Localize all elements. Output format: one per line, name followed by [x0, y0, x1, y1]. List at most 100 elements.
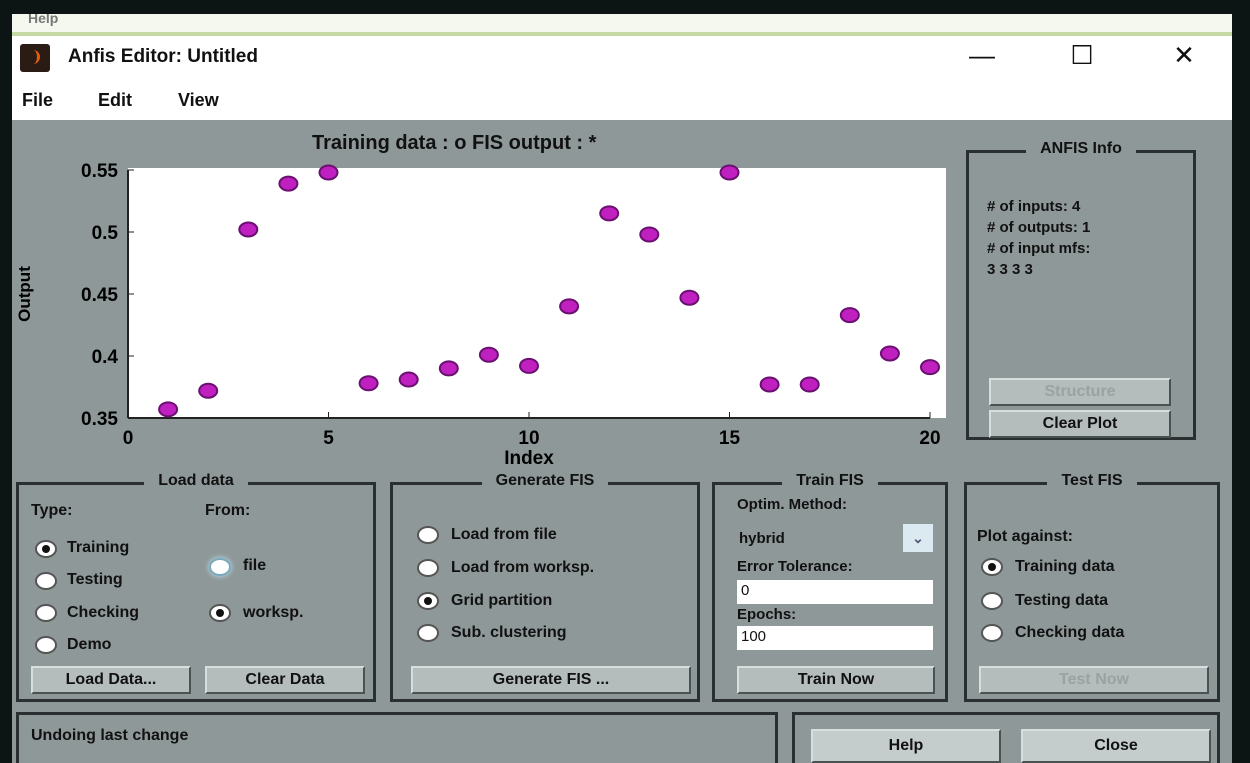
test-fis-panel: Test FIS Plot against: Training data Tes…: [964, 472, 1220, 702]
train-fis-panel: Train FIS Optim. Method: hybrid ⌄ Error …: [712, 472, 948, 702]
maximize-button[interactable]: ☐: [1070, 40, 1094, 70]
clear-data-button[interactable]: Clear Data: [205, 666, 365, 694]
gen-load-workspace-label: Load from worksp.: [451, 559, 595, 576]
y-axis-label: Output: [15, 266, 34, 322]
y-tick-label: 0.55: [81, 161, 118, 182]
data-point: [719, 164, 740, 181]
status-bar: Undoing last change: [16, 712, 778, 763]
x-tick-label: 10: [518, 428, 539, 449]
anfis-info-text: # of inputs: 4 # of outputs: 1 # of inpu…: [987, 196, 1090, 280]
scatter-chart: 0 5 10 15 20 0.35 0.4 0.45 0.5 0.55 Index Output: [15, 161, 941, 469]
data-point: [839, 307, 860, 324]
radio-load-from-workspace[interactable]: [417, 559, 439, 577]
type-label: Type:: [31, 502, 73, 519]
close-window-button[interactable]: ✕: [1173, 40, 1195, 70]
data-point: [920, 359, 940, 376]
anfis-info-title: ANFIS Info: [1026, 140, 1136, 157]
radio-training[interactable]: [35, 540, 57, 558]
editor-body: Training data : o FIS output : * 0 5 10 15 2…: [12, 120, 1232, 763]
load-data-panel: Load data Type: From: Training Testing C…: [16, 472, 376, 702]
background-window-strip: Help: [12, 14, 1232, 36]
load-data-button[interactable]: Load Data...: [31, 666, 191, 694]
load-data-title: Load data: [144, 472, 248, 489]
test-testing-label: Testing data: [1015, 592, 1109, 609]
optim-method-value: hybrid: [739, 530, 785, 547]
close-button[interactable]: Close: [1021, 729, 1211, 763]
test-now-button[interactable]: Test Now: [979, 666, 1209, 694]
data-point: [238, 221, 259, 238]
background-help-menu: Help: [28, 14, 59, 26]
minimize-button[interactable]: —: [969, 40, 995, 70]
chevron-down-icon[interactable]: ⌄: [903, 524, 933, 552]
structure-button[interactable]: Structure: [989, 378, 1171, 406]
plot-against-label: Plot against:: [977, 528, 1074, 545]
train-fis-title: Train FIS: [782, 472, 878, 489]
y-tick-label: 0.45: [81, 285, 118, 306]
data-point: [278, 175, 299, 192]
data-point: [398, 371, 419, 388]
info-outputs: # of outputs: 1: [987, 219, 1091, 236]
y-tick-label: 0.35: [81, 409, 118, 430]
x-axis-label: Index: [504, 448, 554, 469]
error-tolerance-input[interactable]: 0: [737, 580, 933, 604]
help-button[interactable]: Help: [811, 729, 1001, 763]
radio-test-checking[interactable]: [981, 624, 1003, 642]
data-point: [879, 345, 900, 362]
data-point: [318, 164, 339, 181]
radio-testing[interactable]: [35, 572, 57, 590]
window-title: Anfis Editor: Untitled: [68, 46, 258, 67]
info-input-mfs: 3 3 3 3: [987, 261, 1033, 278]
radio-grid-partition[interactable]: [417, 592, 439, 610]
epochs-label: Epochs:: [737, 606, 797, 623]
x-tick-label: 5: [323, 428, 334, 449]
radio-demo[interactable]: [35, 636, 57, 654]
menu-edit[interactable]: Edit: [98, 90, 132, 110]
type-training-label: Training: [67, 539, 130, 556]
radio-load-from-file[interactable]: [417, 526, 439, 544]
radio-test-testing[interactable]: [981, 592, 1003, 610]
info-inputs: # of inputs: 4: [987, 198, 1081, 215]
matlab-app-icon: [20, 44, 50, 72]
type-demo-label: Demo: [67, 636, 112, 653]
generate-fis-title: Generate FIS: [481, 472, 609, 489]
clear-plot-button[interactable]: Clear Plot: [989, 410, 1171, 438]
data-point: [158, 401, 179, 418]
x-tick-label: 0: [123, 428, 134, 449]
epochs-input[interactable]: 100: [737, 626, 933, 650]
generate-fis-panel: Generate FIS Load from file Load from wo…: [390, 472, 700, 702]
error-tolerance-label: Error Tolerance:: [737, 558, 853, 575]
radio-checking[interactable]: [35, 604, 57, 622]
data-point: [438, 360, 459, 377]
optim-method-select[interactable]: hybrid ⌄: [737, 524, 933, 552]
test-fis-title: Test FIS: [1047, 472, 1137, 489]
radio-file[interactable]: [209, 558, 231, 576]
source-workspace-label: worksp.: [243, 604, 304, 621]
menu-file[interactable]: File: [22, 90, 54, 110]
radio-workspace[interactable]: [209, 604, 231, 622]
info-input-mfs-label: # of input mfs:: [987, 240, 1091, 257]
radio-sub-clustering[interactable]: [417, 624, 439, 642]
anfis-info-panel: ANFIS Info # of inputs: 4 # of outputs: …: [966, 140, 1196, 440]
radio-test-training[interactable]: [981, 558, 1003, 576]
gen-grid-partition-label: Grid partition: [451, 592, 553, 609]
data-point: [639, 226, 660, 243]
menu-bar: File Edit View: [12, 80, 1232, 120]
footer-buttons: Help Close: [792, 712, 1220, 763]
menu-view[interactable]: View: [178, 90, 219, 110]
data-point: [799, 376, 820, 393]
title-bar: Anfis Editor: Untitled — ☐ ✕: [12, 36, 1232, 80]
train-now-button[interactable]: Train Now: [737, 666, 935, 694]
type-testing-label: Testing: [67, 571, 123, 588]
data-point: [599, 205, 620, 222]
test-training-label: Training data: [1015, 558, 1115, 575]
source-file-label: file: [243, 557, 267, 574]
data-point: [679, 289, 700, 306]
data-point: [759, 376, 780, 393]
data-point: [358, 375, 379, 392]
generate-fis-button[interactable]: Generate FIS ...: [411, 666, 691, 694]
data-point: [519, 357, 539, 374]
y-tick-label: 0.4: [92, 347, 119, 368]
status-text: Undoing last change: [31, 727, 189, 744]
test-checking-label: Checking data: [1015, 624, 1125, 641]
from-label: From:: [205, 502, 251, 519]
